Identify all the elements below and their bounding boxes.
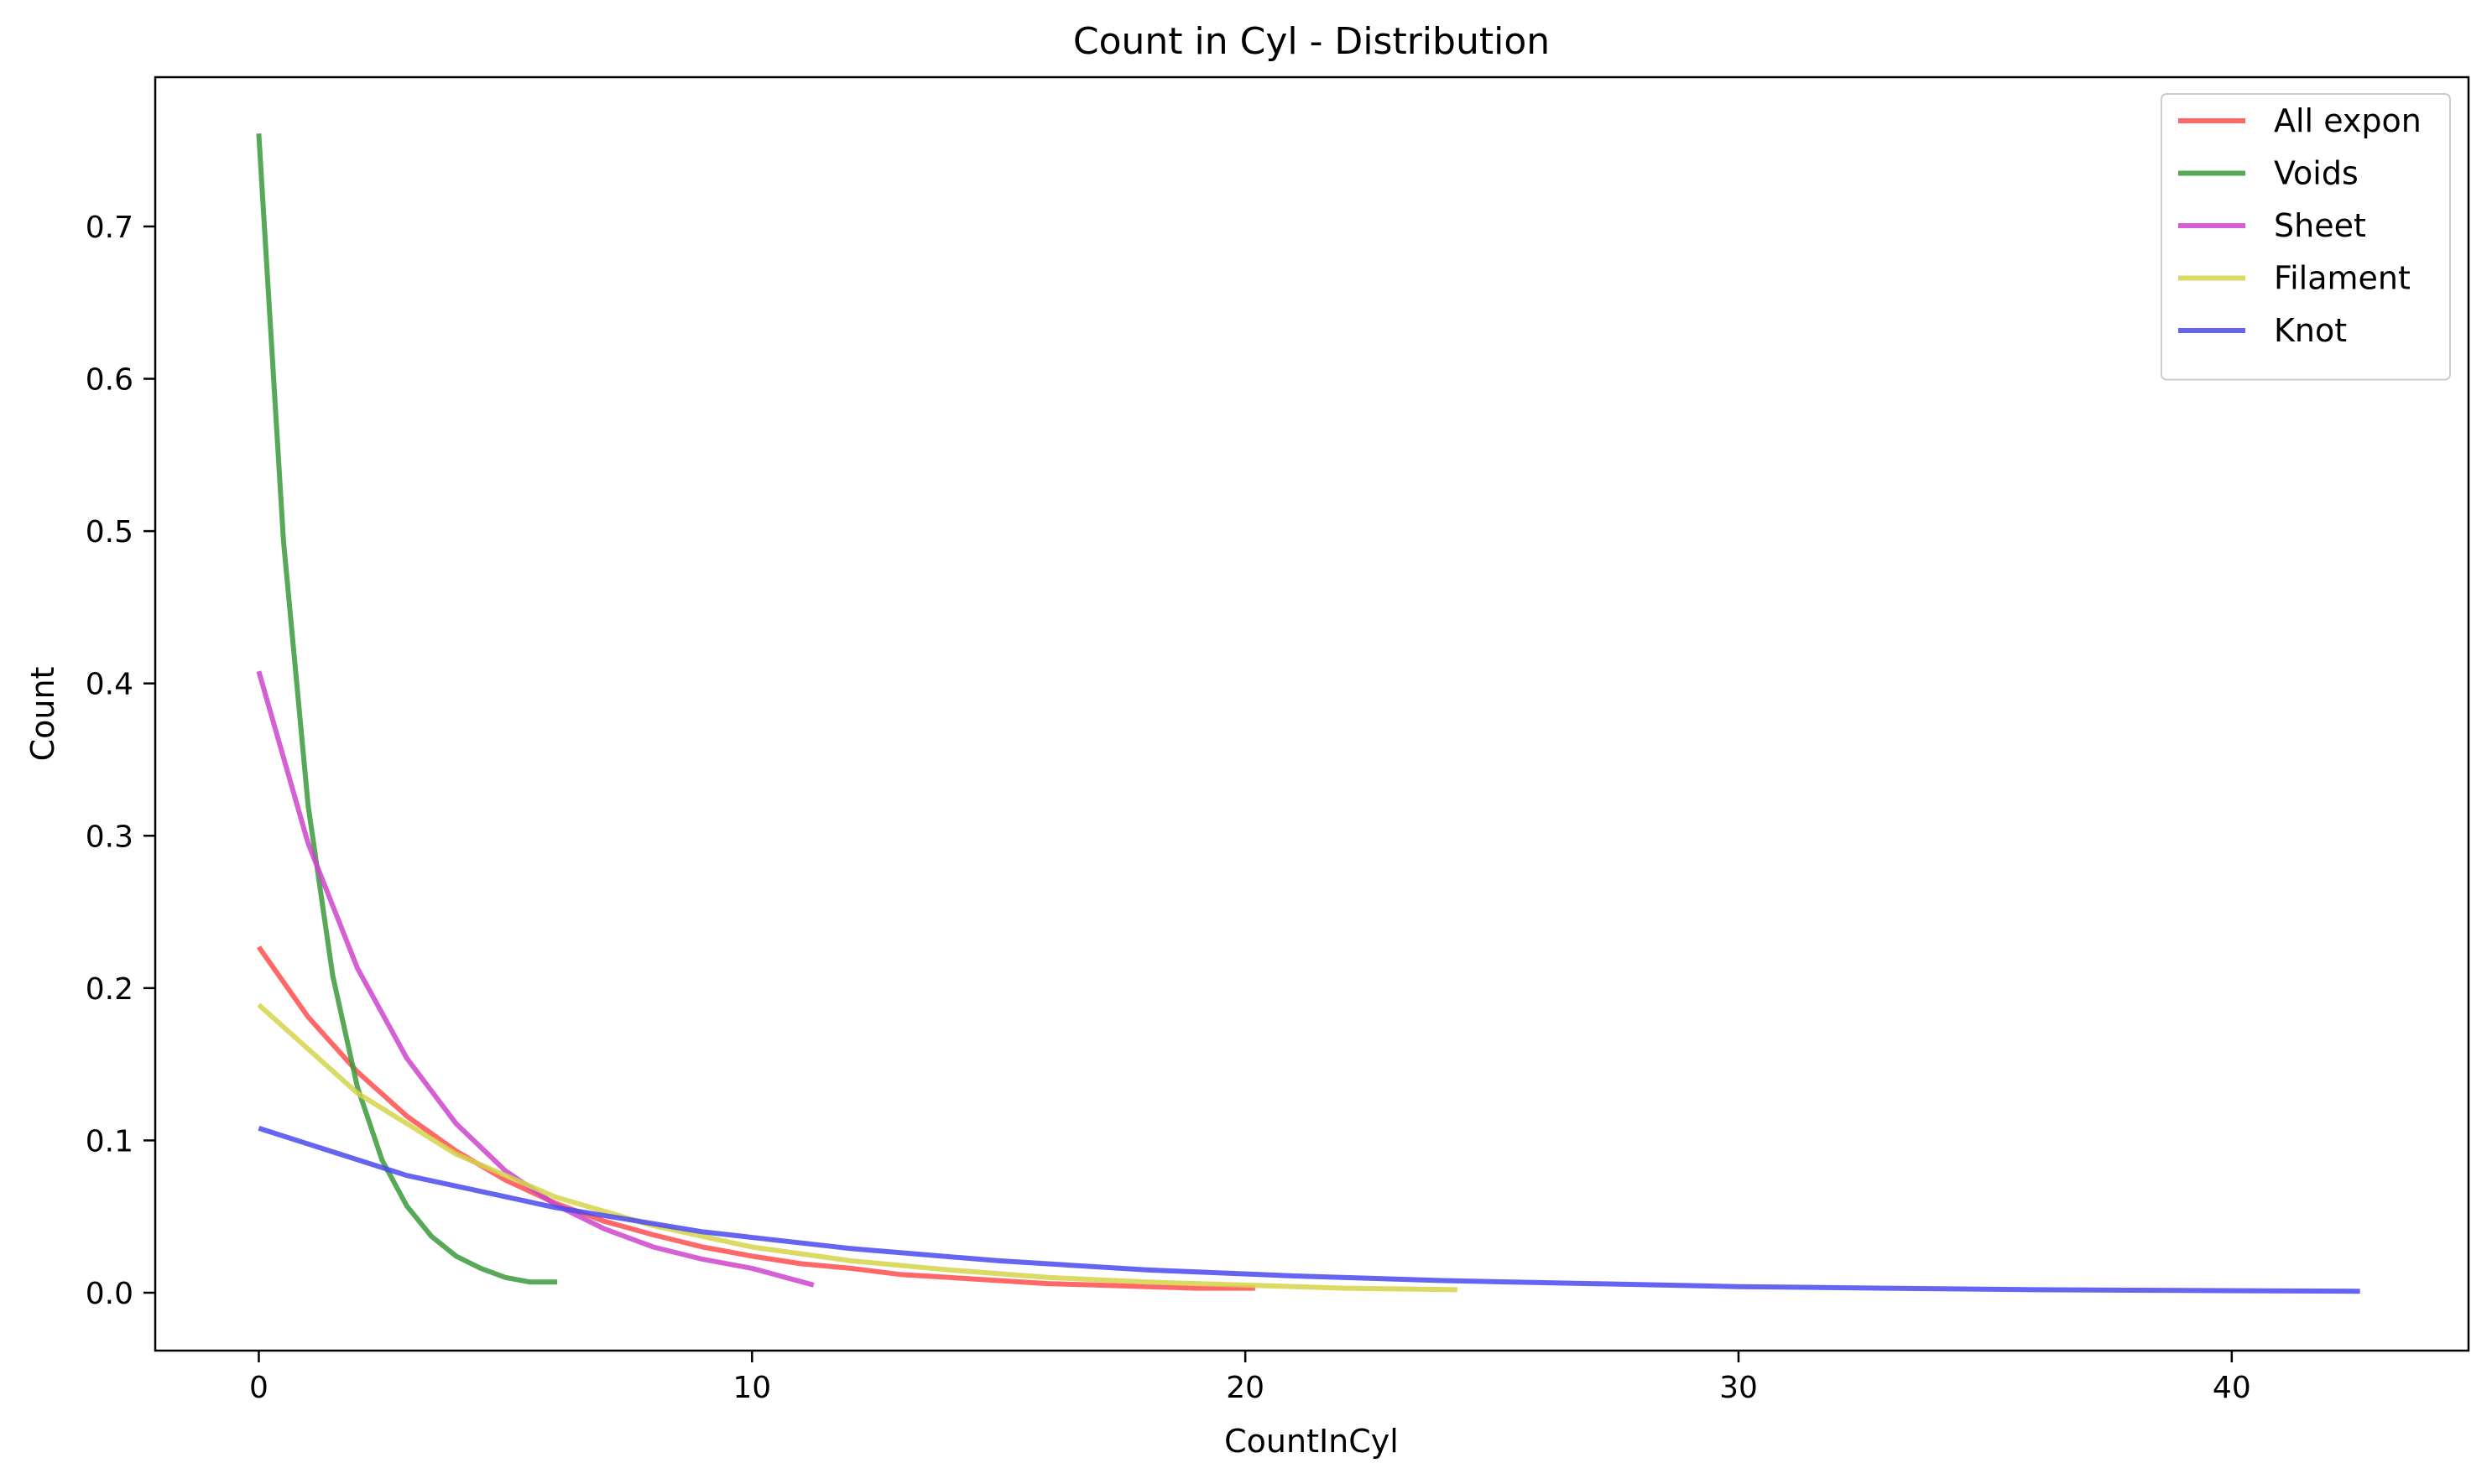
y-tick-label: 0.3 xyxy=(86,820,133,854)
y-axis: 0.0 0.1 0.2 0.3 0.4 0.5 0.6 0.7 xyxy=(86,211,155,1311)
x-tick-label: 10 xyxy=(732,1371,771,1405)
x-tick-label: 20 xyxy=(1226,1371,1264,1405)
series-line-all-expon xyxy=(256,945,1255,1291)
series-line-knot xyxy=(258,1126,2360,1294)
x-tick-label: 40 xyxy=(2213,1371,2251,1405)
x-tick-label: 0 xyxy=(249,1371,268,1405)
y-tick-label: 0.4 xyxy=(86,668,133,702)
series-line-voids xyxy=(256,133,558,1285)
y-tick-label: 0.2 xyxy=(86,972,133,1007)
legend-label: Voids xyxy=(2274,155,2359,192)
y-tick-label: 0.1 xyxy=(86,1124,133,1159)
legend-label: All expon xyxy=(2274,102,2422,139)
y-tick-label: 0.6 xyxy=(86,363,133,398)
x-tick-label: 30 xyxy=(1719,1371,1758,1405)
legend-label: Knot xyxy=(2274,312,2347,349)
y-tick-label: 0.7 xyxy=(86,211,133,245)
legend-label: Sheet xyxy=(2274,207,2366,244)
series-layer xyxy=(256,133,2360,1294)
legend-box xyxy=(2161,93,2451,381)
y-axis-label: Count xyxy=(24,667,61,762)
chart-title: Count in Cyl - Distribution xyxy=(1073,20,1550,63)
legend: All expon Voids Sheet Filament Knot xyxy=(2161,93,2451,381)
x-axis: 0 10 20 30 40 xyxy=(249,1351,2251,1405)
x-axis-label: CountInCyl xyxy=(1224,1423,1399,1460)
y-tick-label: 0.0 xyxy=(86,1277,133,1311)
plot-frame xyxy=(154,76,2470,1352)
legend-label: Filament xyxy=(2274,260,2411,297)
series-line-filament xyxy=(257,1002,1457,1293)
y-tick-label: 0.5 xyxy=(86,515,133,549)
